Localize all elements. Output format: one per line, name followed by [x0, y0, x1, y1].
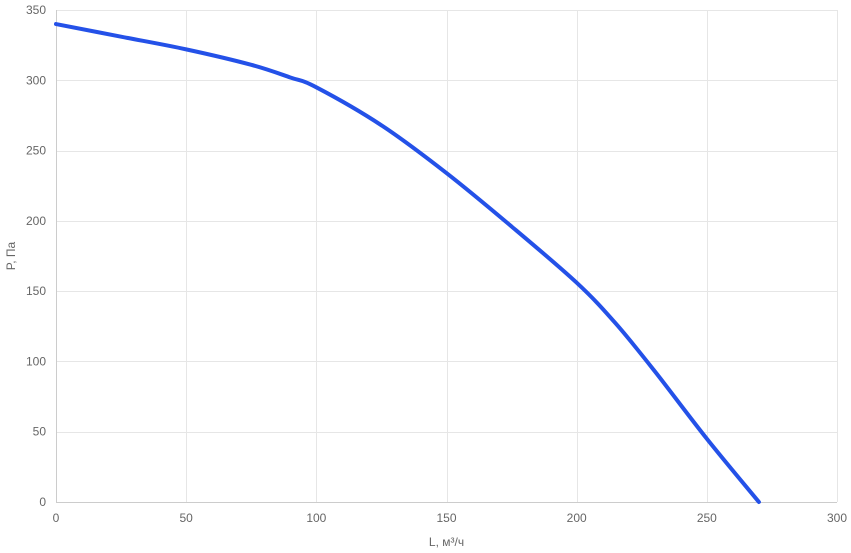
x-tick-label: 50	[179, 511, 193, 525]
x-tick-label: 300	[827, 511, 847, 525]
axes	[56, 10, 837, 503]
x-tick-label: 250	[697, 511, 717, 525]
grid	[56, 10, 838, 502]
y-tick-label: 150	[26, 284, 46, 298]
series-line	[54, 22, 761, 504]
tick-labels: 0 50 100 150 200 250 300 0 50 100 150 200 250 300 350	[26, 3, 847, 525]
y-tick-label: 0	[39, 495, 46, 509]
y-tick-label: 50	[33, 425, 47, 439]
series-layer	[54, 22, 761, 504]
y-tick-label: 100	[26, 354, 46, 368]
y-tick-label: 300	[26, 73, 46, 87]
y-tick-label: 250	[26, 144, 46, 158]
y-tick-label: 200	[26, 214, 46, 228]
y-axis-title: P, Па	[4, 241, 18, 270]
x-tick-label: 150	[436, 511, 456, 525]
x-tick-label: 200	[567, 511, 587, 525]
x-axis-title: L, м³/ч	[429, 535, 464, 549]
x-tick-label: 100	[306, 511, 326, 525]
y-tick-label: 350	[26, 3, 46, 17]
x-tick-label: 0	[53, 511, 60, 525]
